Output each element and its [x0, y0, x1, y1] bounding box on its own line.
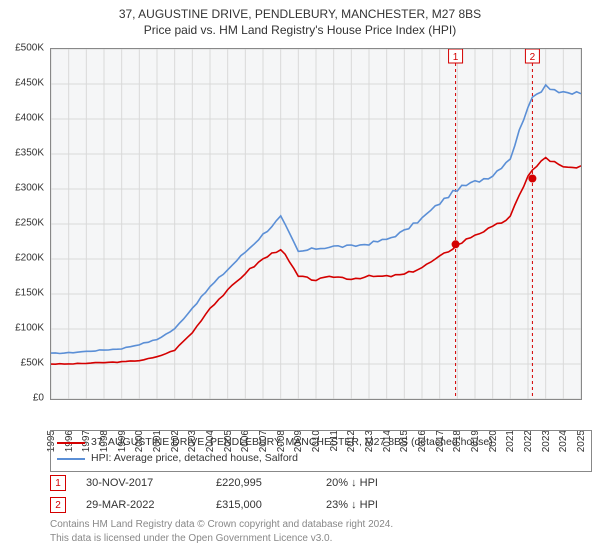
svg-text:2: 2 — [530, 52, 536, 63]
credits-line-2: This data is licensed under the Open Gov… — [50, 532, 580, 546]
sale-delta: 23% ↓ HPI — [326, 499, 378, 511]
sale-marker-dot — [528, 175, 536, 183]
y-tick-label: £0 — [33, 393, 44, 404]
legend-label: 37, AUGUSTINE DRIVE, PENDLEBURY, MANCHES… — [91, 435, 493, 451]
title-line-1: 37, AUGUSTINE DRIVE, PENDLEBURY, MANCHES… — [0, 6, 600, 22]
sale-marker-icon: 1 — [50, 475, 66, 491]
legend-label: HPI: Average price, detached house, Salf… — [91, 451, 298, 467]
legend-swatch — [57, 458, 85, 460]
y-tick-label: £300K — [15, 183, 44, 194]
y-tick-label: £50K — [21, 358, 44, 369]
sale-marker-icon: 2 — [50, 497, 66, 513]
y-tick-label: £350K — [15, 148, 44, 159]
y-tick-label: £200K — [15, 253, 44, 264]
y-tick-label: £400K — [15, 113, 44, 124]
x-axis-labels: 1995199619971998199920002001200220032004… — [50, 400, 580, 430]
y-tick-label: £100K — [15, 323, 44, 334]
legend-item: HPI: Average price, detached house, Salf… — [57, 451, 585, 467]
figure-root: 37, AUGUSTINE DRIVE, PENDLEBURY, MANCHES… — [0, 0, 600, 560]
y-tick-label: £250K — [15, 218, 44, 229]
chart-plot-area: 12 — [50, 48, 582, 400]
sale-delta: 20% ↓ HPI — [326, 477, 378, 489]
sale-price: £315,000 — [216, 499, 306, 511]
chart-svg: 12 — [51, 49, 581, 399]
credits: Contains HM Land Registry data © Crown c… — [50, 518, 580, 545]
y-tick-label: £150K — [15, 288, 44, 299]
sale-row: 2 29-MAR-2022 £315,000 23% ↓ HPI — [50, 494, 580, 516]
y-axis-labels: £0£50K£100K£150K£200K£250K£300K£350K£400… — [0, 48, 48, 398]
chart-title: 37, AUGUSTINE DRIVE, PENDLEBURY, MANCHES… — [0, 0, 600, 38]
legend-item: 37, AUGUSTINE DRIVE, PENDLEBURY, MANCHES… — [57, 435, 585, 451]
credits-line-1: Contains HM Land Registry data © Crown c… — [50, 518, 580, 532]
svg-text:1: 1 — [453, 52, 459, 63]
y-tick-label: £500K — [15, 43, 44, 54]
sale-marker-dot — [452, 240, 460, 248]
legend-swatch — [57, 442, 85, 444]
sale-price: £220,995 — [216, 477, 306, 489]
sale-date: 30-NOV-2017 — [86, 477, 196, 489]
legend: 37, AUGUSTINE DRIVE, PENDLEBURY, MANCHES… — [50, 430, 592, 472]
sale-date: 29-MAR-2022 — [86, 499, 196, 511]
y-tick-label: £450K — [15, 78, 44, 89]
sale-records: 1 30-NOV-2017 £220,995 20% ↓ HPI 2 29-MAR-202… — [50, 472, 580, 516]
title-line-2: Price paid vs. HM Land Registry's House … — [0, 22, 600, 38]
sale-row: 1 30-NOV-2017 £220,995 20% ↓ HPI — [50, 472, 580, 494]
